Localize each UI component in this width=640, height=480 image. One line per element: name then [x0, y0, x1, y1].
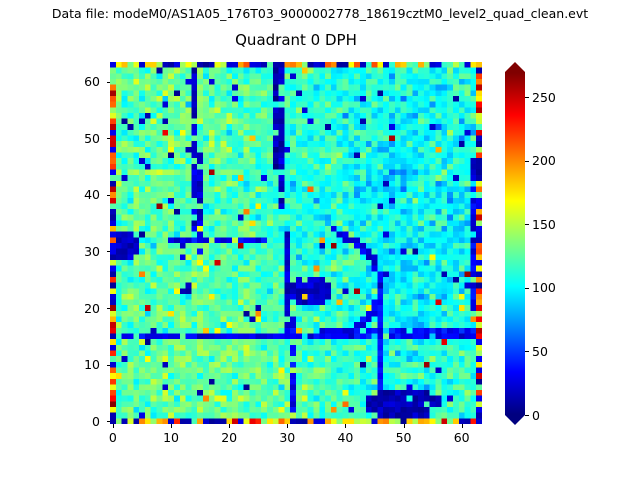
x-tick-label: 60 — [453, 430, 470, 445]
colorbar-tick-label: 50 — [532, 343, 548, 359]
y-tick-label: 0 — [92, 413, 100, 429]
colorbar — [505, 62, 525, 425]
x-tick-mark — [171, 424, 173, 428]
colorbar-tick-mark — [525, 160, 529, 162]
y-tick-label: 50 — [84, 130, 100, 146]
detector-heatmap — [110, 62, 482, 424]
colorbar-tick-mark — [525, 224, 529, 226]
y-tick-mark — [106, 138, 110, 140]
y-tick-mark — [106, 81, 110, 83]
colorbar-tick-label: 250 — [532, 89, 556, 105]
y-tick-label: 10 — [84, 357, 100, 373]
colorbar-tick-label: 200 — [532, 153, 556, 169]
data-file-label: Data file: modeM0/AS1A05_176T03_90000027… — [51, 6, 589, 21]
y-tick-mark — [106, 251, 110, 253]
x-tick-mark — [461, 424, 463, 428]
x-tick-mark — [345, 424, 347, 428]
y-tick-label: 60 — [84, 74, 100, 90]
x-tick-mark — [229, 424, 231, 428]
x-tick-label: 30 — [279, 430, 296, 445]
x-tick-mark — [403, 424, 405, 428]
y-tick-label: 20 — [84, 300, 100, 316]
colorbar-tick-mark — [525, 415, 529, 416]
colorbar-tick-mark — [525, 97, 529, 99]
y-tick-mark — [106, 194, 110, 196]
y-tick-mark — [106, 308, 110, 310]
x-tick-mark — [112, 424, 114, 428]
y-tick-mark — [106, 364, 110, 366]
y-tick-label: 30 — [84, 243, 100, 259]
x-tick-label: 40 — [337, 430, 354, 445]
colorbar-tick-mark — [525, 287, 529, 289]
y-tick-mark — [106, 421, 110, 423]
y-tick-label: 40 — [84, 187, 100, 203]
x-tick-label: 10 — [163, 430, 179, 445]
x-tick-label: 20 — [221, 430, 238, 445]
heatmap-axes — [110, 62, 482, 424]
x-tick-label: 0 — [108, 430, 117, 445]
colorbar-tick-mark — [525, 351, 529, 353]
colorbar-tick-label: 0 — [532, 407, 540, 423]
colorbar-tick-label: 150 — [532, 216, 556, 232]
x-tick-mark — [287, 424, 289, 428]
x-tick-label: 50 — [395, 430, 412, 445]
colorbar-gradient — [505, 62, 525, 425]
page-title: Quadrant 0 DPH — [235, 31, 357, 49]
colorbar-tick-label: 100 — [532, 280, 556, 296]
